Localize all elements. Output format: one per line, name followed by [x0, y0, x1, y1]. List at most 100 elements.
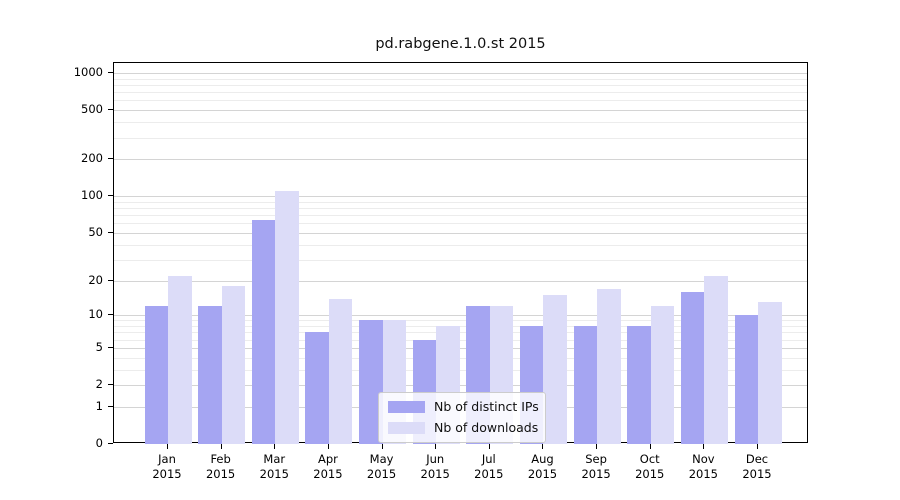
major-gridline: [114, 385, 807, 386]
y-tick-mark: [108, 72, 113, 73]
x-tick-label: Dec 2015: [742, 452, 772, 481]
y-tick-label: 200: [81, 151, 103, 166]
bar-ips-sep: [573, 326, 598, 444]
bar-ips-dec: [734, 315, 758, 444]
y-tick-label: 500: [81, 102, 103, 117]
minor-gridline: [114, 326, 807, 327]
y-tick-mark: [108, 109, 113, 111]
major-gridline: [114, 73, 807, 74]
x-tick-label: Feb 2015: [205, 452, 236, 481]
bar-downloads-oct: [650, 306, 675, 444]
x-tick-label: Aug 2015: [527, 452, 558, 481]
y-tick-label: 100: [81, 188, 103, 203]
bar-ips-nov: [680, 291, 705, 444]
y-tick-mark: [108, 405, 113, 407]
y-tick-label: 0: [95, 436, 103, 450]
y-tick-label: 50: [88, 224, 103, 239]
y-tick-label: 1000: [73, 65, 103, 79]
legend-label-distinct-ips: Nb of distinct IPs: [434, 399, 539, 414]
bar-ips-apr: [305, 332, 329, 444]
x-tick-mark: [488, 444, 490, 449]
x-tick-mark: [274, 444, 276, 449]
x-tick-mark: [542, 444, 544, 449]
x-tick-label: Mar 2015: [259, 452, 289, 481]
y-tick-mark: [108, 231, 113, 233]
legend: Nb of distinct IPs Nb of downloads: [378, 392, 546, 443]
y-tick-mark: [108, 384, 113, 385]
bar-ips-oct: [627, 326, 651, 444]
bar-downloads-sep: [597, 288, 621, 444]
x-tick-label: Nov 2015: [688, 452, 718, 481]
x-tick-mark: [757, 444, 758, 449]
y-tick-mark: [108, 443, 113, 444]
legend-swatch-downloads-icon: [388, 421, 425, 434]
minor-gridline: [114, 201, 807, 203]
bar-ips-jan: [144, 306, 168, 444]
bar-downloads-nov: [704, 275, 728, 444]
x-tick-label: Jun 2015: [420, 452, 450, 481]
y-tick-mark: [108, 279, 113, 281]
legend-item-downloads: Nb of downloads: [388, 420, 539, 435]
bar-downloads-aug: [543, 295, 567, 444]
minor-gridline: [114, 122, 807, 124]
major-gridline: [114, 232, 807, 234]
x-tick-label: Sep 2015: [581, 452, 611, 481]
x-tick-mark: [596, 444, 598, 449]
x-tick-label: May 2015: [366, 452, 397, 481]
x-tick-mark: [220, 444, 222, 449]
x-tick-mark: [649, 444, 651, 449]
minor-gridline: [114, 369, 807, 371]
x-tick-label: Jul 2015: [474, 452, 504, 481]
bar-downloads-jan: [168, 275, 192, 444]
x-tick-label: Apr 2015: [313, 452, 343, 481]
x-tick-mark: [381, 444, 383, 449]
y-tick-label: 2: [95, 377, 103, 391]
minor-gridline: [114, 357, 807, 359]
x-tick-mark: [703, 444, 705, 449]
minor-gridline: [114, 332, 807, 334]
minor-gridline: [114, 320, 807, 322]
x-tick-label: Oct 2015: [635, 452, 665, 481]
bar-downloads-apr: [328, 298, 353, 444]
minor-gridline: [114, 100, 807, 102]
x-tick-mark: [435, 444, 437, 449]
x-tick-mark: [167, 444, 168, 449]
y-tick-label: 5: [95, 339, 103, 354]
bar-downloads-dec: [758, 302, 782, 444]
legend-item-distinct-ips: Nb of distinct IPs: [388, 399, 539, 414]
bar-ips-may: [359, 320, 383, 444]
major-gridline: [114, 196, 807, 198]
major-gridline: [114, 159, 807, 161]
minor-gridline: [114, 137, 807, 139]
minor-gridline: [114, 92, 807, 94]
major-gridline: [114, 315, 807, 317]
x-tick-mark: [327, 444, 329, 449]
bar-ips-mar: [251, 219, 276, 444]
major-gridline: [114, 280, 807, 282]
legend-swatch-distinct-ips-icon: [388, 400, 425, 413]
y-tick-mark: [108, 346, 113, 348]
minor-gridline: [114, 215, 807, 217]
legend-label-downloads: Nb of downloads: [434, 420, 539, 435]
y-tick-label: 10: [88, 307, 103, 322]
y-tick-mark: [108, 158, 113, 160]
chart-title: pd.rabgene.1.0.st 2015: [375, 36, 546, 52]
bar-ips-feb: [198, 306, 222, 444]
y-tick-label: 1: [95, 398, 103, 413]
y-tick-label: 20: [88, 272, 103, 287]
x-tick-label: Jan 2015: [152, 452, 182, 481]
y-tick-mark: [108, 195, 113, 197]
plot-area: [113, 62, 808, 444]
minor-gridline: [114, 78, 807, 80]
minor-gridline: [114, 84, 807, 86]
minor-gridline: [114, 244, 807, 246]
bar-downloads-feb: [221, 285, 246, 444]
minor-gridline: [114, 223, 807, 225]
major-gridline: [114, 347, 807, 349]
minor-gridline: [114, 208, 807, 210]
minor-gridline: [114, 339, 807, 341]
major-gridline: [114, 110, 807, 112]
minor-gridline: [114, 259, 807, 261]
y-tick-mark: [108, 314, 113, 316]
